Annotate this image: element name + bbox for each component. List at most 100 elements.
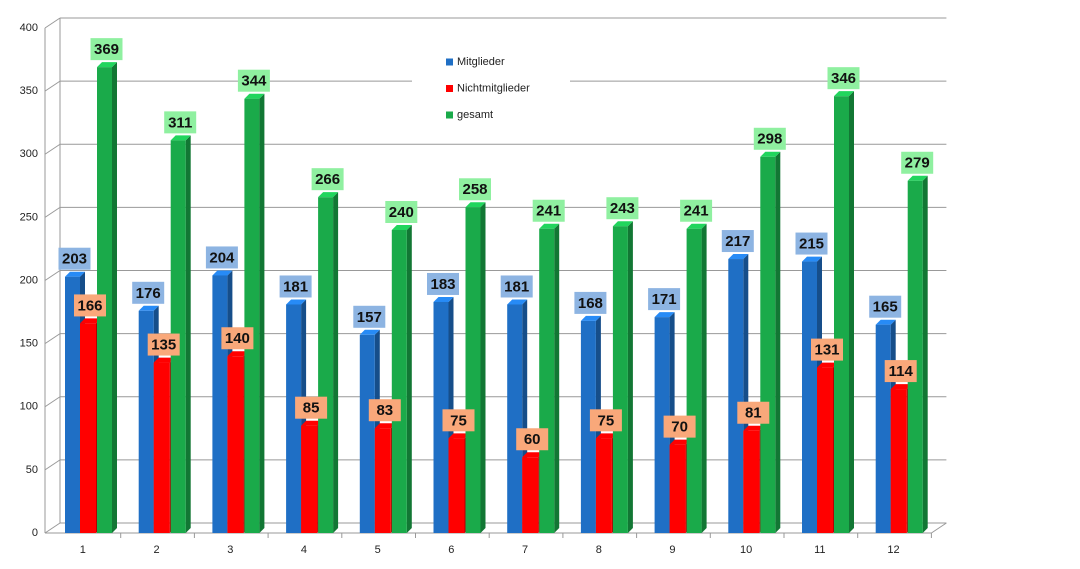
value-label-box [74,294,106,317]
bar-top [875,319,896,325]
bar [138,310,154,533]
bar [654,317,670,533]
bar-top [654,312,675,318]
x-tick-label: 4 [301,544,307,556]
value-label-box [574,291,607,314]
value-label-box [311,168,344,191]
y-tick-label: 250 [20,211,38,223]
value-label: 298 [757,131,782,148]
y-tick-label: 100 [20,401,38,413]
y-tick-label: 300 [20,148,38,160]
value-label-box [663,415,696,438]
y-tick-label: 200 [20,274,38,286]
value-label: 240 [389,204,414,221]
value-label: 70 [671,419,688,436]
value-label-box [721,230,754,253]
value-label-box [353,305,386,328]
value-label: 203 [62,251,87,268]
value-label: 183 [430,276,455,293]
grid-line-side [44,333,61,345]
x-tick-label: 5 [375,544,381,556]
value-label: 215 [799,236,824,253]
value-label-box [442,409,475,432]
grid-line-side [44,80,61,92]
y-tick-label: 150 [20,338,38,350]
bar [465,207,481,533]
bar-top [890,384,912,390]
value-label: 131 [814,342,839,359]
value-label: 157 [357,309,382,326]
bar [539,228,555,534]
bar-top [612,221,633,227]
grid-line-side [44,206,61,218]
grid-line-side [44,270,61,281]
grid-line-side [44,522,61,534]
value-label-box [901,151,934,174]
x-tick-label: 11 [814,544,825,556]
bar-top [465,202,486,208]
bar-top [153,357,175,363]
bar-side [259,93,265,533]
bar-side [627,221,633,533]
value-label: 181 [504,278,529,295]
value-label: 166 [77,297,102,314]
bar [65,276,80,533]
value-label-box [516,428,549,451]
bar [80,323,96,533]
bar-top [80,318,101,324]
bar-top [212,270,233,276]
bar-top [170,135,191,141]
bar-side [922,175,928,533]
value-label-box [500,275,533,298]
bar-top [244,93,265,99]
bar [595,438,612,533]
value-label-box [827,67,860,90]
bar [890,389,907,533]
bar-side [112,62,117,533]
bar [522,457,539,533]
x-tick-label: 12 [887,544,899,556]
value-label: 75 [598,412,615,429]
value-label: 171 [652,291,677,308]
bar [875,324,891,533]
value-label: 81 [745,405,762,422]
bar-top [669,439,691,445]
bar-top [907,175,928,181]
legend-label: gesamt [457,109,493,121]
bar [743,430,760,533]
bar [359,334,375,533]
value-label-box [368,399,401,422]
value-label: 243 [610,200,635,217]
grid-line-side [44,143,61,155]
value-label-box [737,401,770,424]
value-label: 266 [315,171,340,188]
value-label-box [869,295,902,318]
legend-swatch [446,85,453,92]
bar-top [539,223,560,229]
bar-top [433,296,454,302]
bar-side [480,202,486,533]
bar [212,275,228,533]
bar-top [97,62,117,68]
legend-box [412,48,570,128]
bar-side [775,151,781,533]
value-label-box [147,333,180,356]
value-label: 83 [376,402,393,419]
bar [580,320,596,533]
bar-top [595,433,617,439]
value-label: 181 [283,278,308,295]
bar [318,197,334,534]
bar-side [554,223,560,534]
value-label-box [90,38,123,61]
bar-top [374,423,396,429]
bar-top [318,192,339,198]
value-label-box [795,232,828,255]
value-label: 140 [225,330,250,347]
bar [507,304,523,533]
bar-top [507,299,528,305]
x-axis-side [931,522,947,534]
bar [374,428,391,533]
value-label-box [884,360,917,383]
bar-side [406,225,412,533]
